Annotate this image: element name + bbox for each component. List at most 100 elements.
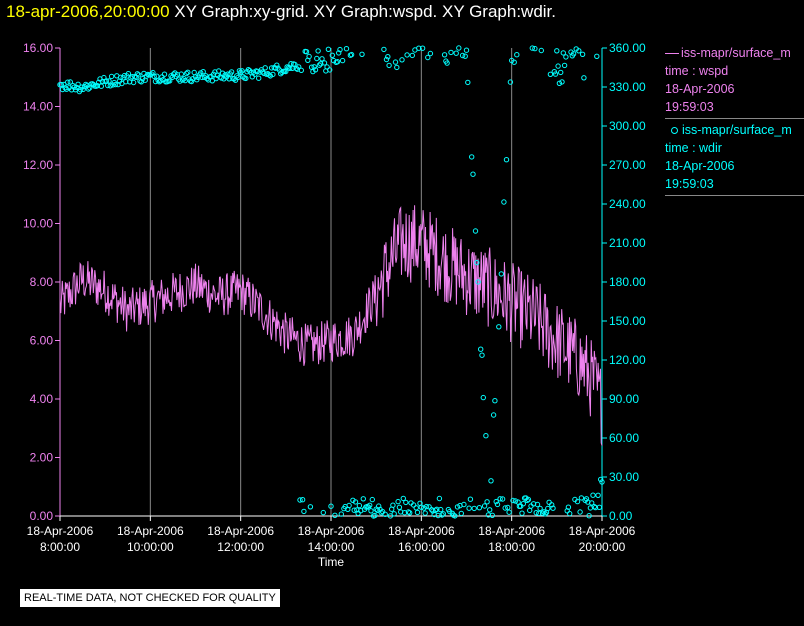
wdir-data-point xyxy=(107,83,114,89)
wdir-data-point xyxy=(243,75,249,82)
wdir-data-point xyxy=(574,498,581,505)
qc-notice: REAL-TIME DATA, NOT CHECKED FOR QUALITY xyxy=(20,589,280,607)
wdir-data-point xyxy=(83,81,89,88)
wdir-data-point xyxy=(554,48,560,54)
y-left-tick-label: 6.00 xyxy=(30,334,54,348)
y-right-tick-label: 240.00 xyxy=(609,197,646,211)
wdir-data-point xyxy=(422,510,428,516)
wdir-data-point xyxy=(134,71,141,77)
wdir-data-point xyxy=(595,492,601,498)
wdir-data-point xyxy=(360,496,366,502)
wdir-data-point xyxy=(589,500,595,506)
wdir-data-point xyxy=(556,80,563,87)
wdir-data-point xyxy=(179,77,186,83)
wdir-data-point xyxy=(567,510,573,517)
wdir-data-point xyxy=(590,492,596,498)
wdir-data-point xyxy=(503,157,510,163)
wdir-data-point xyxy=(151,73,157,80)
wdir-data-point xyxy=(178,71,185,77)
wdir-data-point xyxy=(570,51,577,57)
wdir-data-point xyxy=(372,512,378,519)
wdir-data-point xyxy=(505,504,511,511)
wdir-data-point xyxy=(476,505,483,511)
x-tick-time-label: 14:00:00 xyxy=(308,540,355,554)
wdir-data-point xyxy=(191,69,197,76)
wdir-data-point xyxy=(348,51,355,58)
wdir-data-point xyxy=(563,54,569,60)
wdir-data-point xyxy=(404,52,410,58)
wdir-data-point xyxy=(525,496,532,503)
y-right-tick-label: 120.00 xyxy=(609,353,646,367)
wdir-data-point xyxy=(418,504,424,510)
y-right-tick-label: 90.00 xyxy=(609,392,639,406)
y-right-tick-label: 270.00 xyxy=(609,158,646,172)
wdir-data-point xyxy=(65,79,71,85)
wdir-data-point xyxy=(542,511,548,517)
wdir-data-point xyxy=(125,71,132,77)
wdir-data-point xyxy=(524,497,530,504)
wdir-data-point xyxy=(547,71,554,78)
y-right-tick-label: 180.00 xyxy=(609,275,646,289)
wdir-data-point xyxy=(519,510,525,516)
wdir-data-point xyxy=(466,505,472,511)
wdir-data-point xyxy=(550,505,556,511)
legend-time: 19:59:03 xyxy=(665,100,714,114)
wdir-data-point xyxy=(169,74,176,81)
wdir-data-point xyxy=(401,510,408,516)
y-left-tick-label: 12.00 xyxy=(23,158,53,172)
wdir-data-point xyxy=(559,79,565,85)
wdir-data-point xyxy=(155,77,161,84)
wdir-data-point xyxy=(413,505,419,511)
wdir-data-point xyxy=(185,69,191,76)
wdir-data-point xyxy=(216,68,222,74)
wdir-data-point xyxy=(440,511,446,517)
x-tick-date-label: 18-Apr-2006 xyxy=(117,524,184,538)
wdir-data-point xyxy=(400,495,406,502)
wdir-data-point xyxy=(502,505,508,511)
wdir-data-point xyxy=(259,69,266,75)
wdir-data-point xyxy=(75,81,81,88)
wdir-data-point xyxy=(177,78,183,84)
wdir-data-point xyxy=(58,81,64,88)
wdir-data-point xyxy=(167,78,173,84)
wdir-data-point xyxy=(235,74,241,81)
wdir-data-point xyxy=(130,79,137,86)
wdir-data-point xyxy=(423,503,430,510)
y-left-tick-label: 0.00 xyxy=(30,509,54,523)
legend: iss-mapr/surface_m time : wspd 18-Apr-20… xyxy=(665,44,804,198)
wdir-data-point xyxy=(383,56,390,63)
wdir-data-point xyxy=(427,50,434,57)
legend-series-name: iss-mapr/surface_m xyxy=(682,123,792,137)
wdir-data-point xyxy=(479,352,485,358)
wdir-data-point xyxy=(386,62,392,69)
wdir-data-point xyxy=(376,503,382,509)
wdir-data-point xyxy=(329,52,335,58)
wdir-data-point xyxy=(249,74,256,80)
wdir-data-point xyxy=(487,507,493,513)
wdir-data-point xyxy=(494,501,501,508)
wdir-data-point xyxy=(296,64,302,70)
wdir-data-point xyxy=(352,499,359,505)
wdir-data-point xyxy=(339,57,346,64)
wdir-data-point xyxy=(425,54,431,61)
wdir-data-point xyxy=(80,86,86,93)
x-tick-date-label: 18-Apr-2006 xyxy=(298,524,365,538)
wdir-data-point xyxy=(188,78,195,85)
wdir-data-point xyxy=(478,346,484,352)
wdir-data-point xyxy=(483,433,489,439)
wdir-data-point xyxy=(77,87,84,93)
y-left-tick-label: 8.00 xyxy=(30,275,54,289)
legend-date: 18-Apr-2006 xyxy=(665,159,735,173)
wdir-data-point xyxy=(316,62,323,68)
x-tick-date-label: 18-Apr-2006 xyxy=(388,524,455,538)
wdir-data-point xyxy=(532,45,538,52)
wdir-data-point xyxy=(511,59,517,65)
wdir-data-point xyxy=(579,51,586,57)
wdir-data-point xyxy=(475,279,481,285)
wdir-data-point xyxy=(414,509,421,516)
wdir-data-point xyxy=(287,65,293,72)
wdir-data-point xyxy=(228,69,235,75)
wdir-data-point xyxy=(438,506,444,513)
chart-header: 18-apr-2006,20:00:00 XY Graph:xy-grid. X… xyxy=(6,2,556,22)
wdir-data-point xyxy=(581,75,587,81)
